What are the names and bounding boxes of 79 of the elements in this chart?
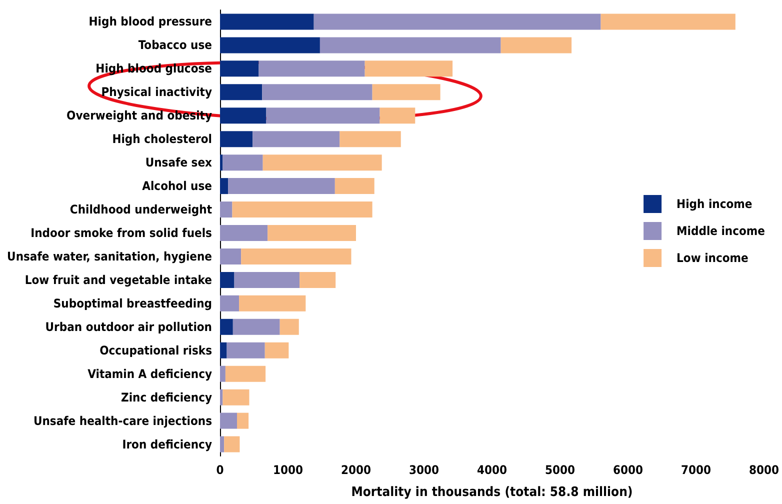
x-tick-label: 8000	[748, 463, 779, 477]
bar	[268, 225, 356, 241]
y-tick-label: Tobacco use	[138, 38, 212, 52]
bar	[372, 84, 440, 100]
bar	[252, 131, 340, 148]
bar	[239, 295, 306, 312]
y-tick-label: Zinc deficiency	[121, 390, 212, 404]
y-tick-label: Occupational risks	[100, 343, 212, 358]
bar	[220, 108, 266, 124]
bar	[220, 178, 228, 194]
y-tick-label: Unsafe water, sanitation, hygiene	[7, 249, 212, 264]
bar	[220, 295, 240, 312]
x-tick-label: 6000	[612, 463, 644, 477]
bar	[300, 272, 336, 288]
x-tick-label: 5000	[544, 463, 576, 477]
bar	[266, 108, 380, 124]
bar	[220, 225, 268, 241]
bar	[320, 37, 501, 54]
y-tick-label: Alcohol use	[142, 179, 212, 194]
bar	[220, 248, 242, 264]
x-tick-label: 3000	[408, 463, 440, 477]
y-tick-label: Indoor smoke from solid fuels	[30, 226, 212, 240]
bar	[224, 436, 240, 452]
bar	[220, 14, 314, 30]
bar	[226, 342, 265, 358]
bar	[264, 342, 289, 358]
y-tick-label: Unsafe health-care injections	[33, 414, 212, 428]
legend-label: High income	[676, 197, 752, 211]
legend-label: Middle income	[676, 224, 765, 238]
y-tick-label: High blood pressure	[88, 14, 212, 29]
y-tick-label: Suboptimal breastfeeding	[53, 296, 212, 310]
bar	[220, 412, 237, 429]
bar	[364, 60, 453, 77]
bar	[228, 178, 335, 194]
x-tick-label: 2000	[340, 463, 372, 477]
bar	[258, 60, 365, 77]
bar	[241, 248, 352, 264]
bar	[280, 318, 299, 335]
y-tick-label: Urban outdoor air pollution	[45, 320, 212, 334]
bar	[220, 84, 262, 100]
bar	[380, 108, 416, 124]
bar	[220, 154, 223, 171]
bar	[334, 178, 374, 194]
x-tick-label: 7000	[680, 463, 712, 477]
y-tick-label: High cholesterol	[112, 132, 212, 146]
bar	[220, 272, 234, 288]
bar	[220, 60, 259, 77]
bar	[220, 37, 320, 54]
y-tick-label: Childhood underweight	[70, 202, 212, 217]
bar	[220, 366, 226, 382]
y-tick-label: Low fruit and vegetable intake	[24, 272, 212, 287]
bar	[222, 154, 263, 171]
x-tick-label: 1000	[272, 463, 304, 477]
bar	[500, 37, 572, 54]
bar	[262, 154, 382, 171]
bar	[314, 14, 601, 30]
bar	[220, 389, 223, 406]
bar	[340, 131, 401, 148]
bar	[220, 436, 224, 452]
y-tick-label: Physical inactivity	[101, 85, 212, 100]
bar	[232, 202, 372, 218]
x-tick-label: 0	[216, 463, 224, 477]
y-tick-label: Iron deficiency	[122, 437, 212, 452]
y-tick-label: Vitamin A deficiency	[88, 366, 212, 381]
bar	[220, 131, 253, 148]
bar	[234, 272, 300, 288]
x-tick-label: 4000	[476, 463, 508, 477]
x-axis-title: Mortality in thousands (total: 58.8 million)	[351, 485, 633, 500]
bar	[237, 412, 249, 429]
legend-label: Low income	[676, 251, 748, 265]
bar	[222, 389, 250, 406]
bar	[262, 84, 372, 100]
bar	[220, 318, 233, 335]
bar	[225, 366, 266, 382]
bar	[232, 318, 280, 335]
bar	[220, 342, 227, 358]
bar	[600, 14, 736, 30]
bar	[220, 202, 232, 218]
y-tick-label: Unsafe sex	[145, 156, 212, 170]
